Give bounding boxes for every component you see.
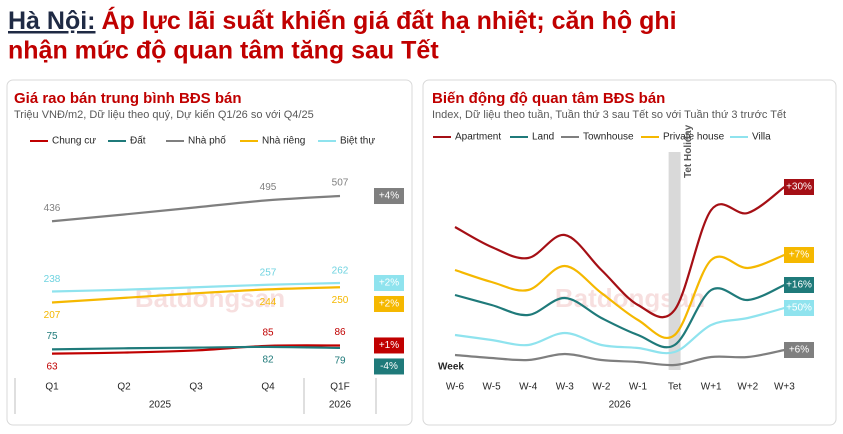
change-badge	[784, 247, 814, 263]
x-axis-label: Week	[438, 362, 464, 373]
chart-subtitle: Index, Dữ liệu theo tuần, Tuần thứ 3 sau…	[432, 109, 786, 121]
legend-label: Land	[532, 132, 554, 143]
data-label: 75	[46, 331, 58, 342]
holiday-label: Tet Holiday	[683, 124, 694, 178]
change-badge	[784, 342, 814, 358]
change-badge	[784, 300, 814, 316]
legend-label: Biệt thự	[340, 136, 375, 147]
data-label: 244	[260, 297, 277, 308]
legend-label: Chung cư	[52, 136, 96, 147]
x-tick-label: W+3	[774, 382, 795, 393]
change-label: +30%	[786, 182, 812, 193]
data-label: 85	[262, 327, 274, 338]
data-label: 79	[334, 356, 346, 367]
legend-label: Private house	[663, 132, 725, 143]
title-main-1: Áp lực lãi suất khiến giá đất hạ nhiệt; …	[102, 6, 677, 35]
legend-label: Apartment	[455, 132, 501, 143]
change-badge	[374, 337, 404, 354]
x-tick-label: Q1	[45, 382, 59, 393]
data-label: 495	[260, 182, 277, 193]
x-tick-label: W-6	[446, 382, 465, 393]
data-label: 250	[332, 295, 349, 306]
legend-label: Đất	[130, 135, 146, 147]
x-tick-label: Q2	[117, 382, 131, 393]
series-line	[454, 253, 785, 339]
chart-subtitle: Triệu VNĐ/m2, Dữ liệu theo quý, Dự kiến …	[14, 109, 314, 121]
change-badge	[374, 274, 404, 291]
change-label: +6%	[789, 345, 809, 356]
x-tick-label: W-3	[556, 382, 575, 393]
series-line	[454, 186, 786, 319]
chart-title: Giá rao bán trung bình BĐS bán	[14, 90, 242, 107]
title-main-2: nhận mức độ quan tâm tăng sau Tết	[8, 37, 439, 65]
data-label: 238	[44, 274, 61, 285]
data-label: 207	[44, 310, 61, 321]
x-tick-label: Q4	[261, 382, 275, 393]
data-label: 436	[44, 203, 61, 214]
series-line	[454, 283, 785, 349]
change-label: +4%	[379, 191, 399, 202]
x-tick-label: Q1F	[330, 382, 349, 393]
x-tick-label: W+2	[737, 382, 758, 393]
legend-label: Townhouse	[583, 132, 634, 143]
legend-label: Nhà riêng	[262, 136, 305, 147]
x-tick-label: W-2	[592, 382, 611, 393]
data-label: 63	[46, 361, 58, 372]
data-label: 86	[334, 327, 346, 338]
x-tick-label: Q3	[189, 382, 203, 393]
change-label: -4%	[380, 361, 398, 372]
change-badge	[374, 188, 404, 205]
change-label: +50%	[786, 303, 812, 314]
x-group-label: 2026	[329, 400, 352, 411]
x-tick-label: W+1	[701, 382, 722, 393]
legend-label: Nhà phố	[188, 135, 226, 147]
x-tick-label: W-1	[629, 382, 648, 393]
change-badge	[784, 277, 814, 293]
x-tick-label: W-4	[519, 382, 538, 393]
series-line	[51, 286, 341, 304]
change-badge	[784, 179, 814, 195]
data-label: 257	[260, 267, 277, 278]
x-group-label: 2026	[609, 400, 632, 411]
series-line	[454, 306, 785, 355]
panel	[6, 79, 413, 426]
data-label: 262	[332, 266, 349, 277]
x-tick-label: W-5	[483, 382, 502, 393]
change-label: +7%	[789, 250, 809, 261]
change-label: +2%	[379, 278, 399, 289]
panel	[422, 79, 837, 426]
title-prefix: Hà Nội:	[8, 7, 96, 35]
change-label: +16%	[786, 280, 812, 291]
data-label: 82	[262, 355, 274, 366]
data-label: 507	[332, 178, 349, 189]
change-label: +1%	[379, 340, 399, 351]
series-line	[51, 345, 341, 351]
change-badge	[374, 358, 404, 375]
series-line	[454, 348, 785, 367]
series-line	[51, 281, 341, 293]
chart-title: Biến động độ quan tâm BĐS bán	[432, 90, 665, 107]
x-tick-label: Tet	[668, 382, 682, 393]
holiday-band	[668, 152, 681, 370]
x-group-label: 2025	[149, 400, 172, 411]
legend-label: Villa	[752, 132, 771, 143]
change-badge	[374, 295, 404, 312]
page-title: Hà Nội: Áp lực lãi suất khiến giá đất hạ …	[8, 6, 677, 35]
change-label: +2%	[379, 299, 399, 310]
series-line	[51, 194, 341, 223]
series-line	[51, 344, 341, 355]
